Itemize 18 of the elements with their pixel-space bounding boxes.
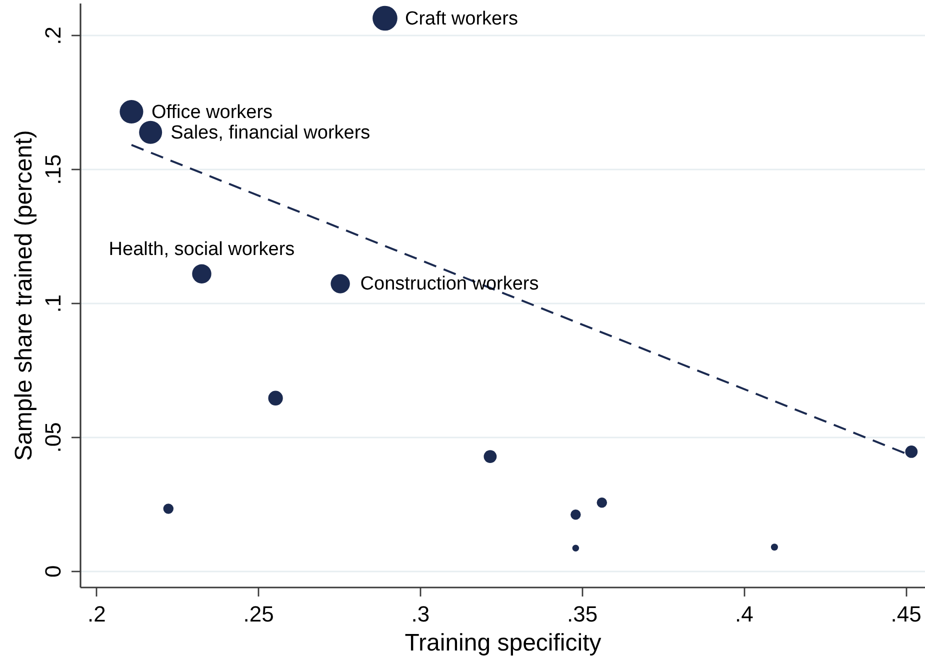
y-axis-title: Sample share trained (percent) [10,130,38,461]
x-axis-title: Training specificity [404,630,602,656]
annotation: Sales, financial workers [170,122,370,144]
x-tick-label: .2 [88,602,106,626]
annotation: Construction workers [360,274,539,295]
y-tick-label: 0 [40,565,66,578]
annotation: Office workers [151,102,273,123]
x-tick-label: .45 [890,602,922,626]
y-tick-label: .2 [40,26,66,45]
y-tick-label: .15 [40,154,66,185]
x-tick-label: .25 [243,602,274,626]
x-tick-label: .35 [567,602,598,626]
y-tick-label: .05 [40,422,66,453]
x-tick-label: .3 [411,602,430,626]
annotation: Health, social workers [108,238,295,260]
x-tick-label: .4 [735,602,754,626]
y-tick-label: .1 [40,294,66,313]
annotation: Craft workers [404,8,518,30]
